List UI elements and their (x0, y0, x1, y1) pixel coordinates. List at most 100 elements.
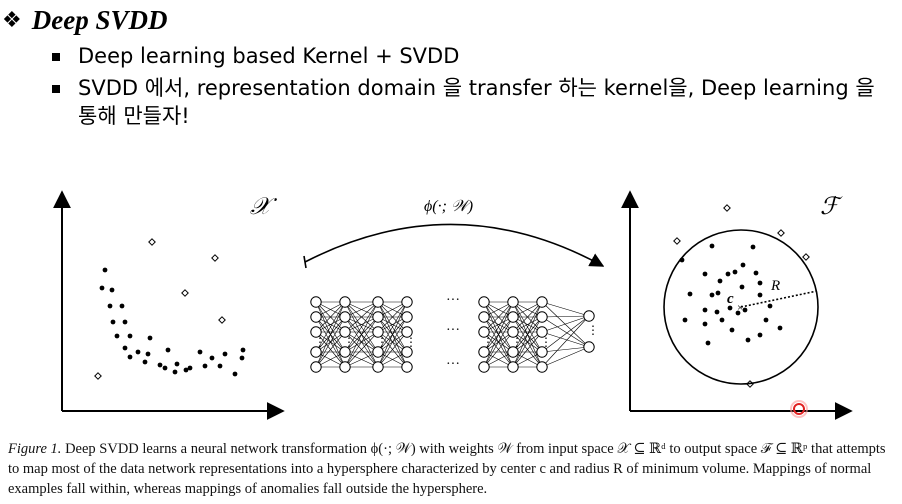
network-node (372, 311, 384, 323)
vertical-ellipsis: ⋮ (587, 323, 599, 337)
network-node (478, 361, 490, 373)
normal-point (127, 354, 133, 360)
normal-point (687, 291, 693, 297)
normal-point (719, 317, 725, 323)
network-node (536, 326, 548, 338)
network-edge (344, 316, 379, 333)
network-node (507, 361, 519, 373)
normal-point (102, 267, 108, 273)
normal-point (240, 347, 246, 353)
vertical-ellipsis: ⋮ (343, 335, 355, 349)
vertical-ellipsis: ⋮ (314, 335, 326, 349)
network-edge (315, 301, 346, 368)
network-node (536, 296, 548, 308)
network-node (339, 361, 351, 373)
normal-point (702, 271, 708, 277)
network-edge (377, 301, 408, 353)
network-node (401, 346, 413, 358)
normal-point (162, 365, 168, 371)
normal-point (702, 307, 708, 313)
normal-point (709, 292, 715, 298)
network-edge (483, 316, 514, 368)
slide-title: ❖ Deep SVDD (2, 2, 167, 38)
network-node (310, 326, 322, 338)
radius-line (740, 290, 818, 308)
normal-point (202, 363, 208, 369)
network-edge (315, 331, 346, 368)
normal-point (757, 292, 763, 298)
network-node (372, 361, 384, 373)
network-edge (512, 301, 543, 368)
network-edge (512, 331, 543, 368)
normal-point (732, 269, 738, 275)
anomaly-point (94, 372, 102, 380)
network-node (372, 326, 384, 338)
network-node (478, 346, 490, 358)
network-node (401, 361, 413, 373)
normal-point (717, 278, 723, 284)
normal-point (750, 244, 756, 250)
network-edge (344, 301, 379, 368)
bullet-item: SVDD 에서, representation domain 을 transfe… (50, 74, 878, 130)
normal-point (122, 319, 128, 325)
caption-prefix: Figure 1. (8, 441, 62, 457)
network-nodes: ⋮ ⋮ ⋮ ⋮ ⋮ ⋮ ⋮ ⋮ ··· ··· ··· (310, 293, 599, 373)
vertical-ellipsis: ⋮ (540, 335, 552, 349)
network-node (372, 346, 384, 358)
network-edge (541, 301, 590, 348)
anomaly-point (211, 254, 219, 262)
normal-point (135, 349, 141, 355)
network-edge (483, 301, 514, 333)
network-edge (377, 301, 408, 333)
normal-point (729, 327, 735, 333)
normal-point (757, 332, 763, 338)
normal-point (127, 333, 133, 339)
normal-point (217, 363, 223, 369)
network-node (507, 296, 519, 308)
normal-point (107, 303, 113, 309)
normal-point (757, 280, 763, 286)
network-edge (541, 315, 590, 353)
center-marker: × (737, 302, 743, 314)
network-edge (512, 301, 543, 353)
network-edge (344, 301, 379, 333)
normal-point (99, 285, 105, 291)
vertical-ellipsis: ⋮ (405, 335, 417, 349)
normal-point (763, 317, 769, 323)
network-edge (541, 315, 590, 368)
output-points (673, 204, 810, 388)
network-node (536, 361, 548, 373)
normal-point (145, 351, 151, 357)
network-node (583, 341, 595, 353)
output-space-label: ℱ (820, 194, 843, 220)
normal-point (767, 303, 773, 309)
normal-point (745, 337, 751, 343)
anomaly-point (802, 253, 810, 261)
anomaly-point (723, 204, 731, 212)
normal-point (222, 351, 228, 357)
network-node (401, 311, 413, 323)
network-node (310, 346, 322, 358)
normal-point (705, 340, 711, 346)
normal-point (119, 303, 125, 309)
network-edge (512, 301, 543, 333)
network-edge (541, 346, 590, 353)
cursor-indicator (793, 403, 805, 415)
anomaly-point (148, 238, 156, 246)
network-edge (483, 301, 514, 368)
title-text: Deep SVDD (31, 4, 168, 35)
normal-point (739, 284, 745, 290)
network-node (372, 296, 384, 308)
anomaly-point (746, 380, 754, 388)
transform-arrow-tail (303, 255, 307, 269)
network-edge (377, 316, 408, 368)
center-label: c (727, 291, 734, 307)
normal-point (682, 317, 688, 323)
normal-point (702, 321, 708, 327)
network-node (536, 311, 548, 323)
normal-point (709, 243, 715, 249)
bullet-list: Deep learning based Kernel + SVDD SVDD 에… (50, 42, 890, 134)
normal-point (740, 262, 746, 268)
anomaly-point (777, 229, 785, 237)
network-node (310, 296, 322, 308)
